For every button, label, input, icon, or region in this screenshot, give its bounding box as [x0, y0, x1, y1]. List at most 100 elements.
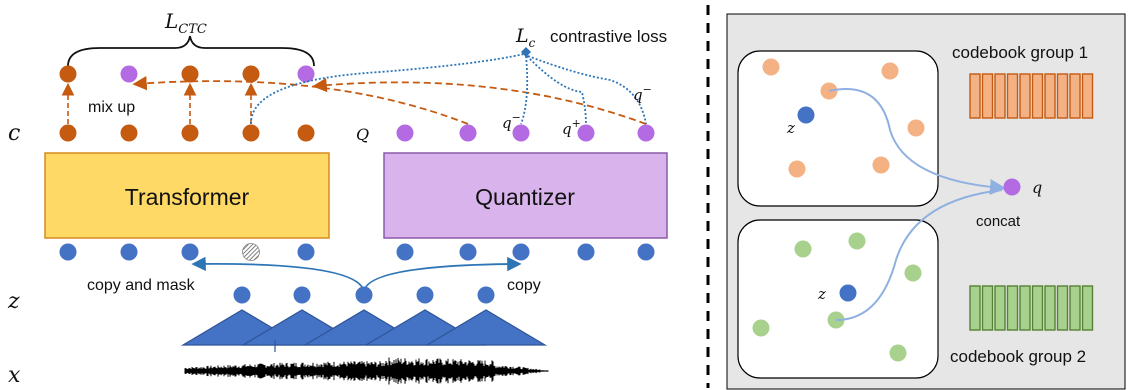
codebook-1-vector-bar: [1056, 73, 1069, 119]
cb2-z-label: z: [817, 285, 826, 303]
row-label-c: c: [8, 121, 20, 146]
top-node-2: [120, 65, 138, 83]
codebook-1-vector-bar: [1069, 73, 1081, 119]
t-in-node-masked: [242, 243, 260, 261]
row-label-x: x: [8, 363, 21, 388]
codebook-1-vector-bar: [1019, 73, 1031, 119]
cb1-point: [907, 119, 925, 137]
q-node-4: [577, 124, 595, 142]
cb1-point: [872, 156, 890, 174]
z-node-5: [477, 286, 495, 304]
t-in-node-3: [181, 243, 199, 261]
z-node-4: [416, 286, 434, 304]
cb1-to-q-arrow: [828, 88, 1006, 195]
loss-c-label: Lc: [515, 25, 536, 50]
codebook-2-vector-bar: [981, 285, 994, 331]
q-in-node-4: [577, 243, 595, 261]
cb1-point: [788, 160, 806, 178]
cnn-triangle-5: [424, 309, 548, 346]
codebook-2-vector-bar: [1019, 285, 1031, 331]
cb1-z-label: z: [786, 119, 795, 137]
q-node-3: [512, 124, 530, 142]
z-node-3: [355, 286, 373, 304]
q-node-2: [459, 124, 477, 142]
top-node-5: [297, 65, 315, 83]
contrast-line-q3: [527, 55, 647, 125]
c-node-5: [297, 124, 315, 142]
codebook-space-2-points: [752, 232, 922, 362]
c-node-2: [120, 124, 138, 142]
c-row-nodes: [59, 124, 315, 142]
top-node-1: [59, 65, 77, 83]
c-node-1: [59, 124, 77, 142]
waveform: [184, 357, 549, 385]
t-in-node-1: [59, 243, 77, 261]
transformer-input-nodes: [59, 243, 315, 261]
codebook-2-vector-bar: [1006, 285, 1019, 331]
transformer-label: Transformer: [125, 184, 250, 210]
contrast-line-q1: [520, 55, 529, 125]
cb2-point: [752, 319, 770, 337]
cb2-point: [904, 264, 922, 282]
codebook-2-vector-bar: [1044, 285, 1056, 331]
codebook-2-vector-bar: [994, 285, 1006, 331]
codebook-2-vector-bar: [1081, 285, 1094, 331]
cb2-z-point: [839, 284, 857, 302]
q-label: q: [1032, 178, 1042, 197]
cb2-point: [794, 240, 812, 258]
transformer-box: [44, 152, 330, 239]
cb2-to-q-arrow: [835, 189, 1003, 321]
mixup-curve-1: [132, 76, 469, 125]
z-node-1: [233, 286, 251, 304]
contrast-line-c: [250, 53, 525, 125]
codebook-2-vector-bar: [1056, 285, 1069, 331]
codebook-1-vector-bar: [1044, 73, 1056, 119]
codebook-space-2: [737, 219, 939, 379]
codebook-2-vector-bar: [1031, 285, 1044, 331]
cnn-encoder: [180, 309, 548, 346]
codebook-group-2-vectors: [969, 285, 1094, 331]
codebook-group-1-label: codebook group 1: [952, 43, 1088, 62]
codebook-group-1-vectors: [969, 73, 1094, 119]
q-row-nodes: [396, 124, 655, 142]
cb2-point: [848, 232, 866, 250]
z-node-2: [293, 286, 311, 304]
c-node-3: [181, 124, 199, 142]
codebook-1-vector-bar: [1081, 73, 1094, 119]
q-in-node-3: [512, 243, 530, 261]
cb1-z-point: [797, 106, 815, 124]
waveform-path: [184, 357, 549, 385]
codebook-1-vector-bar: [1031, 73, 1044, 119]
q-node-5: [637, 124, 655, 142]
codebook-2-vector-bar: [969, 285, 981, 331]
q-in-node-1: [396, 243, 414, 261]
codebook-group-2-label: codebook group 2: [950, 347, 1086, 366]
codebook-2-vector-bar: [1069, 285, 1081, 331]
mixup-curve-2: [312, 77, 647, 125]
q-minus-label-2: q−: [633, 83, 652, 104]
q-in-node-5: [637, 243, 655, 261]
top-node-4: [242, 65, 260, 83]
quantizer-label: Quantizer: [475, 184, 575, 210]
top-c-nodes: [59, 65, 315, 83]
quantizer-input-nodes: [396, 243, 655, 261]
mix-up-label: mix up: [88, 99, 135, 116]
q-minus-label-1: q−: [502, 111, 521, 132]
copy-mask-arrow: [191, 256, 365, 293]
copy-label: copy: [507, 277, 541, 294]
loss-ctc-label: LCTC: [164, 9, 207, 37]
row-label-q: Q: [356, 125, 369, 144]
concat-label: concat: [976, 213, 1021, 230]
codebook-1-vector-bar: [969, 73, 981, 119]
cb1-point: [762, 58, 780, 76]
contrast-line-q2: [526, 55, 587, 125]
codebook-1-vector-bar: [994, 73, 1006, 119]
contrastive-loss-label: contrastive loss: [550, 27, 667, 46]
codebook-1-vector-bar: [981, 73, 994, 119]
ctc-brace: [67, 35, 315, 67]
loss-c-diamond: [521, 47, 531, 57]
codebook-1-vector-bar: [1006, 73, 1019, 119]
top-node-3: [181, 65, 199, 83]
q-plus-label: q+: [562, 117, 581, 138]
